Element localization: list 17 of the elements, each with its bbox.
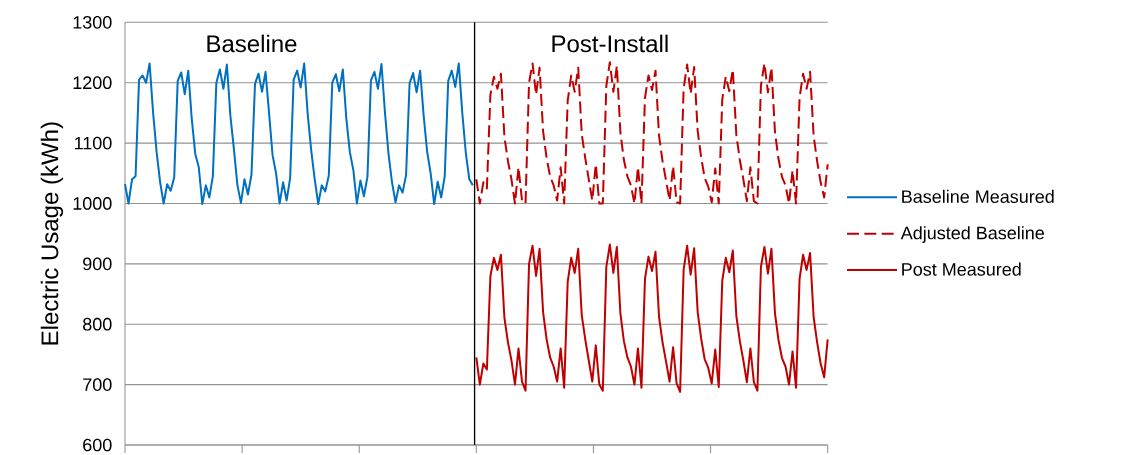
line-series [124,62,474,206]
y-tick-label: 700 [83,378,112,391]
y-tick-label: 600 [83,438,112,452]
annotation: Baseline [207,34,297,53]
y-tick-label: 1000 [73,197,112,210]
y-tick-label: 1300 [73,15,112,29]
y-tick-label: 1200 [73,76,112,90]
y-tick-label: 900 [83,257,112,271]
line-series [475,61,829,205]
line-series [475,243,829,393]
y-axis-title: Electric Usage (kWh) [40,122,64,345]
legend-label: Baseline Measured [902,189,1054,203]
legend-label: Adjusted Baseline [900,226,1044,243]
legend-label: Post Measured [902,262,1021,276]
y-tick-label: 1100 [74,136,112,150]
annotation: Post-Install [552,34,668,53]
y-tick-label: 800 [83,317,112,331]
